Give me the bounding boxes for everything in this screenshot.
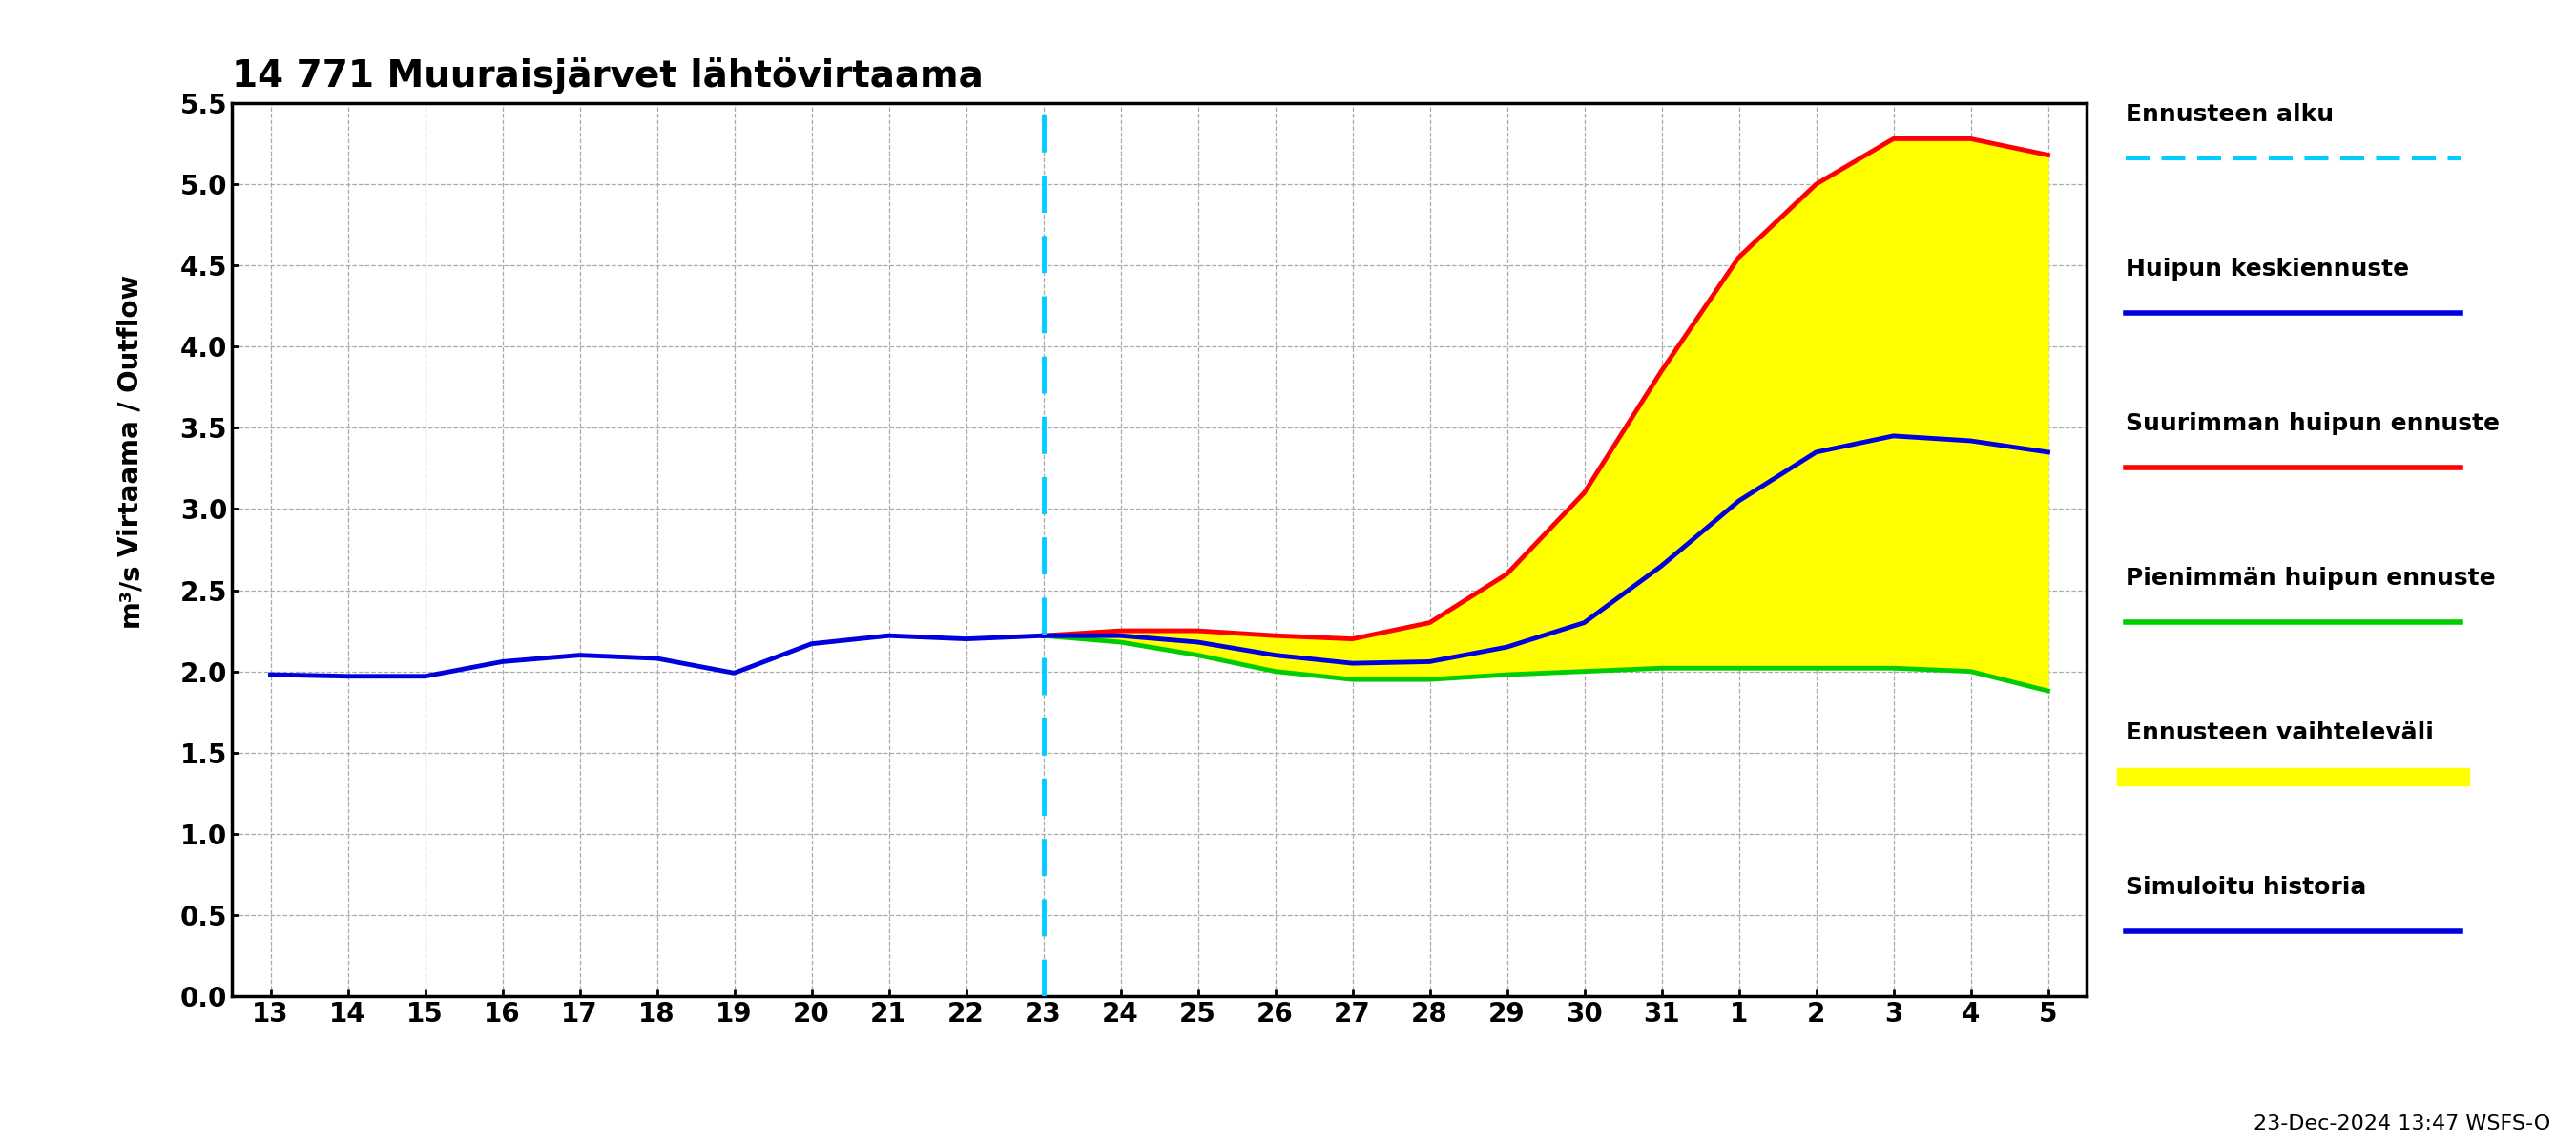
Text: Virtaama / Outflow: Virtaama / Outflow xyxy=(116,275,144,556)
Text: m³/s: m³/s xyxy=(116,562,144,626)
Text: Ennusteen vaihteleväli: Ennusteen vaihteleväli xyxy=(2125,721,2434,744)
Text: Pienimmän huipun ennuste: Pienimmän huipun ennuste xyxy=(2125,567,2496,590)
Text: Simuloitu historia: Simuloitu historia xyxy=(2125,876,2365,899)
Text: Ennusteen alku: Ennusteen alku xyxy=(2125,103,2334,126)
Text: Suurimman huipun ennuste: Suurimman huipun ennuste xyxy=(2125,412,2499,435)
Text: Huipun keskiennuste: Huipun keskiennuste xyxy=(2125,258,2409,281)
Text: 23-Dec-2024 13:47 WSFS-O: 23-Dec-2024 13:47 WSFS-O xyxy=(2254,1114,2550,1134)
Text: 14 771 Muuraisjärvet lähtövirtaama: 14 771 Muuraisjärvet lähtövirtaama xyxy=(232,57,984,95)
